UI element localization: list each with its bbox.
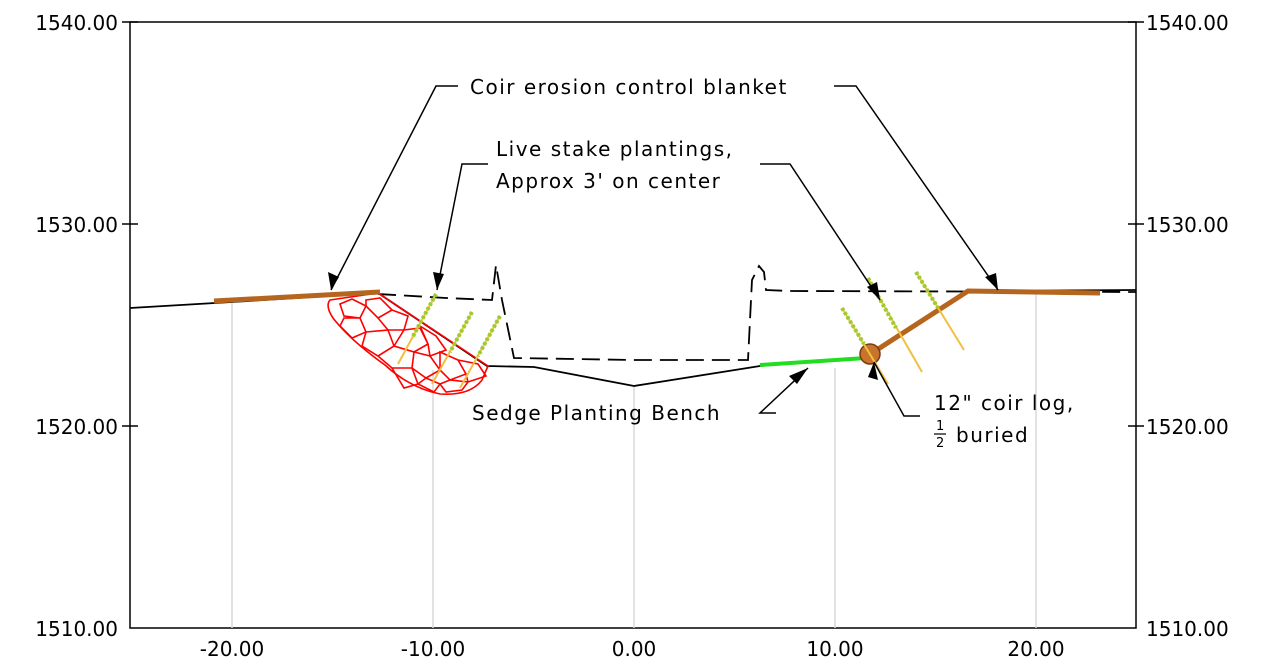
coir-blanket-note: Coir erosion control blanket	[470, 75, 788, 99]
fraction-denominator: 2	[936, 436, 944, 451]
x-tick-label: -10.00	[401, 637, 465, 661]
y-axis-right: 1540.00 1530.00 1520.00 1510.00	[1146, 11, 1229, 641]
coir-blanket-right	[870, 288, 1101, 356]
live-stakes	[397, 270, 965, 389]
arrowheads	[328, 272, 998, 384]
live-stake	[431, 311, 474, 385]
arrowhead	[985, 273, 998, 290]
y-tick-label: 1510.00	[35, 617, 118, 641]
arrowhead	[328, 272, 339, 290]
arrowhead	[867, 282, 880, 300]
x-tick-label: -20.00	[200, 637, 264, 661]
grid	[231, 292, 1037, 628]
leader-live-stake-right	[760, 163, 881, 301]
leader-sedge-bench	[758, 367, 809, 414]
y-tick-label: 1510.00	[1146, 617, 1229, 641]
plot-frame	[129, 21, 1137, 629]
live-stake	[840, 306, 889, 385]
coir-log-note-line2: buried	[956, 423, 1029, 447]
y-tick-label: 1530.00	[1146, 213, 1229, 237]
leader-coir-blanket-left	[330, 85, 458, 291]
tick-marks	[122, 21, 1144, 427]
leader-live-stake-left	[436, 163, 488, 291]
y-tick-label: 1540.00	[1146, 11, 1229, 35]
x-tick-label: 0.00	[612, 637, 657, 661]
riprap-toe	[327, 292, 489, 396]
leader-coir-log	[873, 361, 920, 417]
live-stake-note-line2: Approx 3' on center	[496, 169, 721, 193]
arrowhead	[789, 368, 808, 384]
coir-log-note-line1: 12" coir log,	[934, 391, 1075, 415]
fraction-numerator: 1	[936, 419, 944, 434]
riprap-outline	[327, 292, 489, 396]
existing-ground-line	[377, 264, 1137, 361]
y-tick-label: 1540.00	[35, 11, 118, 35]
x-axis: -20.00 -10.00 0.00 10.00 20.00	[200, 637, 1065, 661]
coir-log-fraction: 1 2	[934, 419, 946, 451]
live-stake-note-line1: Live stake plantings,	[496, 137, 733, 161]
proposed-ground-line	[129, 289, 1137, 387]
y-axis-left: 1540.00 1530.00 1520.00 1510.00	[35, 11, 118, 641]
y-tick-label: 1520.00	[35, 415, 118, 439]
riprap-rocks	[339, 297, 488, 394]
arrowhead	[868, 362, 878, 380]
live-stake	[459, 315, 502, 389]
coir-blankets	[213, 288, 1101, 356]
sedge-bench-note: Sedge Planting Bench	[472, 401, 721, 425]
x-tick-label: 10.00	[806, 637, 863, 661]
y-tick-label: 1530.00	[35, 213, 118, 237]
sedge-bench	[759, 356, 867, 367]
live-stake	[914, 270, 965, 351]
x-tick-label: 20.00	[1007, 637, 1064, 661]
leader-coir-blanket-right	[834, 85, 999, 291]
live-stake	[397, 293, 438, 365]
arrowhead	[433, 272, 444, 290]
coir-blanket-left	[213, 289, 381, 304]
y-tick-label: 1520.00	[1146, 415, 1229, 439]
leaders	[330, 85, 999, 417]
